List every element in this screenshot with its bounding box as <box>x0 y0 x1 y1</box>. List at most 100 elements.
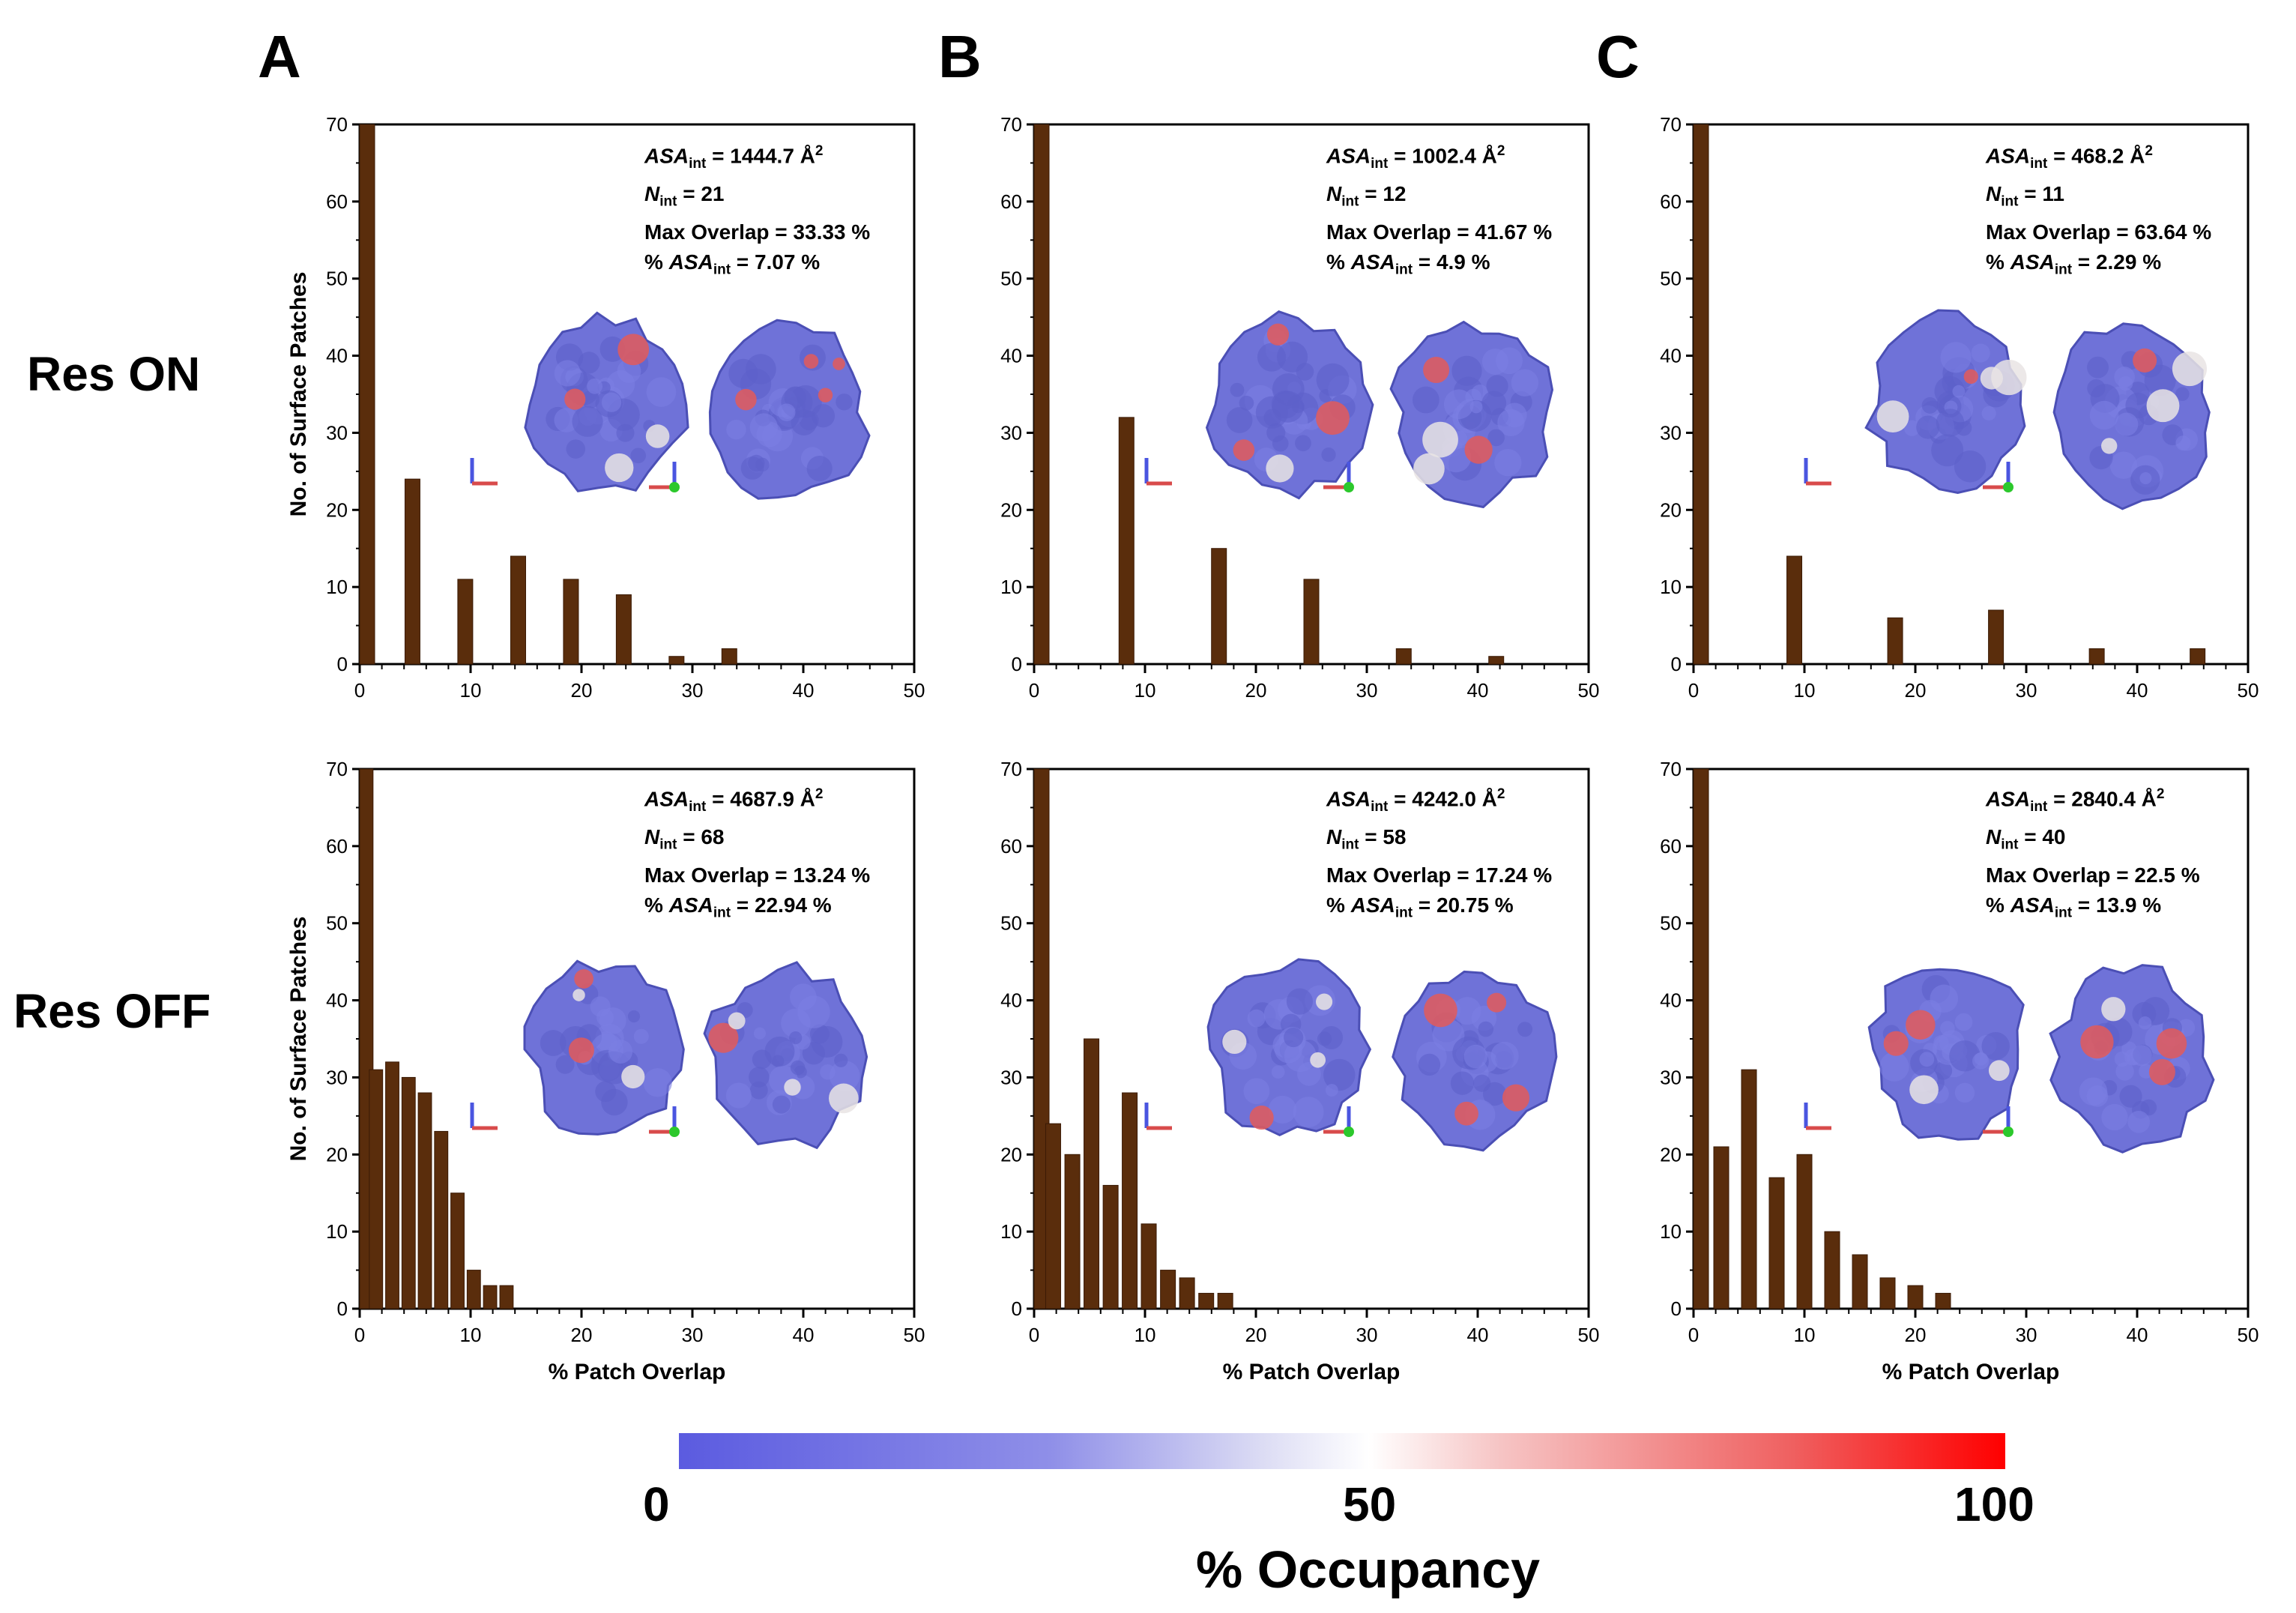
bar <box>1217 1292 1233 1309</box>
y-tick-label: 40 <box>1660 345 1682 367</box>
chart-svg: 0 10 20 30 40 50 60 70 0 10 20 30 40 50 No. of Surface… <box>286 758 925 1384</box>
stats-annotation: ASAint = 2840.4 Å2 Nint = 40 Max Overlap =… <box>1986 780 2200 928</box>
x-tick-label: 0 <box>1688 1324 1699 1346</box>
protein-surface-front <box>1867 968 2025 1141</box>
pct-asa-int-line: % ASAint = 7.07 % <box>644 250 821 278</box>
x-tick-label: 10 <box>1794 679 1816 702</box>
x-tick-label: 20 <box>1905 679 1927 702</box>
stats-annotation: ASAint = 4242.0 Å2 Nint = 58 Max Overlap =… <box>1326 780 1552 928</box>
bar <box>1488 656 1505 665</box>
x-tick-label: 40 <box>793 679 815 702</box>
y-tick-label: 70 <box>1660 758 1682 780</box>
y-tick-label: 20 <box>326 498 348 521</box>
x-tick-label: 20 <box>571 679 593 702</box>
bar <box>1102 1184 1119 1309</box>
y-tick-label: 20 <box>1660 498 1682 521</box>
bar <box>1179 1277 1195 1309</box>
asa-int-line: ASAint = 4242.0 Å2 <box>1326 786 1505 815</box>
x-tick-label: 0 <box>354 679 365 702</box>
y-tick-label: 0 <box>1012 1297 1022 1320</box>
x-tick-label: 30 <box>1356 679 1378 702</box>
axis-triad-front <box>470 1103 498 1130</box>
axis-triad-back <box>1983 462 2013 492</box>
x-tick-label: 10 <box>1135 679 1156 702</box>
x-tick-label: 0 <box>354 1324 365 1346</box>
y-tick-label: 70 <box>1000 758 1022 780</box>
asa-int-line: ASAint = 1002.4 Å2 <box>1326 143 1505 172</box>
y-tick-label: 40 <box>1660 989 1682 1012</box>
y-tick-label: 70 <box>326 758 348 780</box>
bar <box>1852 1254 1868 1309</box>
y-tick-label: 50 <box>1000 268 1022 290</box>
axis-triad-front <box>470 458 498 486</box>
y-tick-label: 0 <box>337 653 348 675</box>
axis-triad-front <box>1804 1103 1831 1130</box>
asa-int-line: ASAint = 4687.9 Å2 <box>644 786 824 815</box>
bar <box>615 594 632 665</box>
y-tick-label: 70 <box>326 113 348 136</box>
x-axis-title: % Patch Overlap <box>549 1360 726 1384</box>
bar <box>1879 1277 1896 1309</box>
x-tick-label: 40 <box>1467 679 1489 702</box>
y-tick-label: 60 <box>1000 835 1022 857</box>
y-tick-label: 40 <box>1000 989 1022 1012</box>
y-tick-label: 40 <box>326 989 348 1012</box>
x-tick-label: 10 <box>460 679 482 702</box>
bar <box>510 555 526 665</box>
y-tick-label: 20 <box>1660 1143 1682 1166</box>
bar <box>404 478 420 665</box>
y-tick-label: 0 <box>1671 1297 1682 1320</box>
x-tick-label: 50 <box>904 1324 925 1346</box>
y-tick-label: 20 <box>1000 498 1022 521</box>
bar <box>1211 548 1227 665</box>
protein-surface-back <box>1389 320 1554 509</box>
axis-triad-back <box>649 462 680 492</box>
protein-surface-back <box>703 961 868 1150</box>
x-tick-label: 20 <box>1245 679 1267 702</box>
x-axis-title: % Patch Overlap <box>1882 1360 2060 1384</box>
y-tick-label: 40 <box>1000 345 1022 367</box>
bar <box>1988 609 2005 665</box>
chart-a-res-off: 0 10 20 30 40 50 60 70 0 10 20 30 40 50 No. of Surface… <box>262 750 937 1409</box>
bar <box>359 124 375 665</box>
chart-c-res-on: 0 10 20 30 40 50 60 70 0 10 20 30 40 50 ASAint = 468.2… <box>1596 105 2271 765</box>
y-tick-label: 60 <box>326 835 348 857</box>
max-overlap-line: Max Overlap = 63.64 % <box>1986 220 2212 244</box>
y-tick-label: 10 <box>1660 576 1682 598</box>
colorbar-tick-100: 100 <box>1954 1477 2034 1531</box>
protein-surface-front <box>1205 310 1374 500</box>
bar <box>1118 417 1135 665</box>
axis-triad-front <box>1144 458 1172 486</box>
panel-letter-b: B <box>938 23 982 90</box>
bar <box>1768 1177 1785 1309</box>
x-tick-label: 20 <box>571 1324 593 1346</box>
chart-b-res-on: 0 10 20 30 40 50 60 70 0 10 20 30 40 50 ASAint = 1002.… <box>937 105 1611 765</box>
x-tick-label: 50 <box>904 679 925 702</box>
y-tick-label: 60 <box>1660 190 1682 213</box>
bar <box>1693 124 1709 665</box>
x-tick-label: 10 <box>460 1324 482 1346</box>
y-tick-label: 30 <box>1000 421 1022 444</box>
y-tick-label: 30 <box>326 421 348 444</box>
pct-asa-int-line: % ASAint = 2.29 % <box>1986 250 2162 278</box>
protein-surface-front <box>1206 958 1372 1136</box>
bar <box>1741 1069 1757 1309</box>
bar <box>1084 1038 1100 1309</box>
n-int-line: Nint = 40 <box>1986 824 2066 853</box>
y-tick-label: 30 <box>1660 1066 1682 1088</box>
bar <box>1693 768 1709 1309</box>
protein-surface-back <box>2049 964 2215 1154</box>
x-tick-label: 0 <box>1029 679 1039 702</box>
y-tick-label: 30 <box>1660 421 1682 444</box>
axis-triad-back <box>1323 462 1354 492</box>
occupancy-colorbar <box>679 1433 2005 1469</box>
max-overlap-line: Max Overlap = 17.24 % <box>1326 863 1553 887</box>
chart-svg: 0 10 20 30 40 50 60 70 0 10 20 30 40 50 % Patch Overla… <box>1660 758 2259 1384</box>
y-tick-label: 60 <box>1660 835 1682 857</box>
x-tick-label: 50 <box>2238 679 2259 702</box>
bar <box>1064 1154 1081 1309</box>
y-tick-label: 10 <box>326 1220 348 1243</box>
chart-svg: 0 10 20 30 40 50 60 70 0 10 20 30 40 50 <box>1660 113 2259 702</box>
n-int-line: Nint = 68 <box>644 824 725 853</box>
y-tick-label: 50 <box>326 268 348 290</box>
